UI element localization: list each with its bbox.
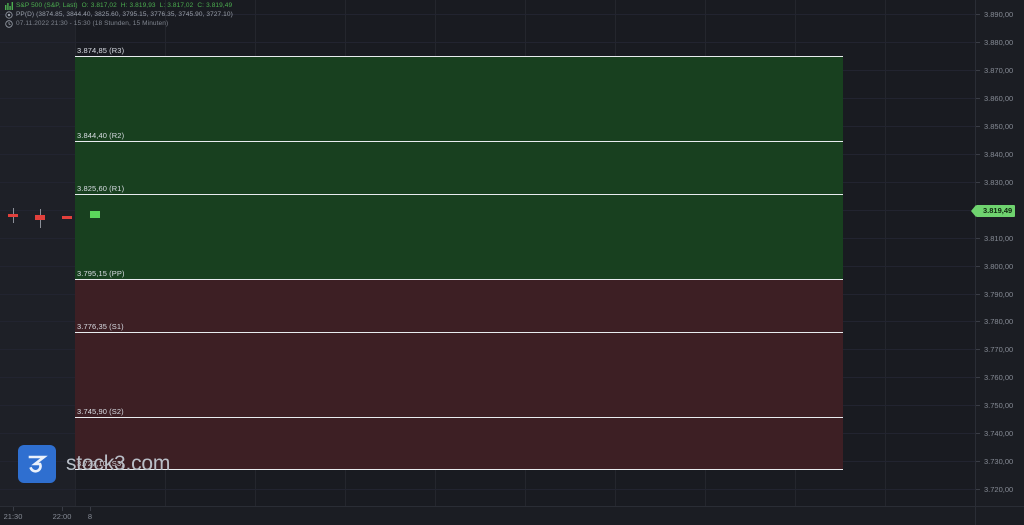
pivot-line-R1[interactable] bbox=[75, 194, 843, 195]
pivot-band-R1-PP bbox=[75, 194, 843, 280]
price-axis-label: 3.870,00 bbox=[984, 65, 1014, 75]
chart-legend: S&P 500 (S&P, Last) O: 3.817,02 H: 3.819… bbox=[4, 2, 233, 29]
legend-open-value: 3.817,02 bbox=[90, 2, 117, 9]
time-axis[interactable]: 21:30 22:00 8 bbox=[0, 506, 975, 525]
legend-indicator-label: PP(D) (3874.85, 3844.40, 3825.60, 3795.1… bbox=[16, 11, 233, 18]
pivot-line-PP[interactable] bbox=[75, 279, 843, 281]
time-axis-tick bbox=[90, 507, 91, 511]
price-axis-label: 3.740,00 bbox=[984, 429, 1014, 439]
price-axis-label: 3.840,00 bbox=[984, 149, 1014, 159]
clock-icon bbox=[4, 20, 13, 28]
price-axis[interactable]: 3.890,00 3.880,00 3.870,00 3.860,00 3.850,00… bbox=[970, 0, 1024, 525]
last-price-tag[interactable]: 3.819,49 bbox=[970, 205, 1016, 218]
candle-body bbox=[35, 214, 45, 221]
chart-plot-area[interactable]: 3.874,85 (R3) 3.844,40 (R2) 3.825,60 (R1) 3… bbox=[0, 0, 975, 506]
stock3-logo-icon bbox=[18, 445, 56, 483]
pivot-label-R1: 3.825,60 (R1) bbox=[77, 184, 125, 193]
legend-low-label: L: bbox=[159, 2, 166, 9]
price-axis-tick bbox=[976, 97, 980, 99]
price-axis-label: 3.780,00 bbox=[984, 317, 1014, 327]
price-axis-tick bbox=[976, 125, 980, 127]
pivot-line-R3[interactable] bbox=[75, 56, 843, 58]
time-axis-label: 8 bbox=[87, 512, 93, 521]
legend-close-value: 3.819,49 bbox=[206, 2, 233, 9]
pivot-band-S1-S2 bbox=[75, 331, 843, 417]
price-axis-tick bbox=[976, 293, 980, 295]
pivot-label-R2: 3.844,40 (R2) bbox=[77, 131, 125, 141]
price-axis-tick bbox=[976, 349, 980, 351]
pivot-label-R3: 3.874,85 (R3) bbox=[77, 46, 125, 56]
pivot-label-S3: 3.727,10 (S3) bbox=[77, 459, 124, 469]
pivot-band-R2-R1 bbox=[75, 141, 843, 194]
price-axis-label: 3.790,00 bbox=[984, 289, 1014, 299]
price-axis-label: 3.890,00 bbox=[984, 9, 1014, 19]
candle-body bbox=[90, 211, 100, 218]
price-axis-tick bbox=[976, 377, 980, 379]
pivot-line-R2[interactable] bbox=[75, 141, 843, 143]
stock3-watermark-text: stock3.com bbox=[66, 452, 171, 475]
price-axis-tick bbox=[976, 41, 980, 43]
pivot-label-PP: 3.795,15 (PP) bbox=[77, 269, 125, 279]
gridline-horizontal bbox=[0, 41, 975, 43]
legend-high-label: H: bbox=[120, 2, 128, 9]
time-axis-label: 22:00 bbox=[52, 512, 72, 521]
legend-row-timerange[interactable]: 07.11.2022 21:30 - 15:30 (18 Stunden, 15… bbox=[4, 20, 233, 28]
gridline-horizontal bbox=[0, 489, 975, 491]
price-axis-tick bbox=[976, 237, 980, 239]
pivot-label-S2: 3.745,90 (S2) bbox=[77, 406, 124, 416]
price-axis-label: 3.810,00 bbox=[984, 233, 1014, 243]
pivot-band-S2-S3 bbox=[75, 416, 843, 470]
price-axis-tick bbox=[976, 405, 980, 407]
legend-instrument-label: S&P 500 (S&P, Last) bbox=[16, 2, 78, 9]
legend-close-label: C: bbox=[197, 2, 205, 9]
legend-open-label: O: bbox=[81, 2, 89, 9]
price-axis-label: 3.730,00 bbox=[984, 457, 1014, 467]
axis-corner bbox=[975, 506, 1024, 525]
price-axis-label: 3.800,00 bbox=[984, 261, 1014, 271]
pivot-band-PP-S1 bbox=[75, 279, 843, 332]
target-icon bbox=[4, 11, 13, 19]
legend-timerange-label: 07.11.2022 21:30 - 15:30 (18 Stunden, 15… bbox=[16, 20, 169, 27]
price-axis-tick bbox=[976, 461, 980, 463]
bars-icon bbox=[4, 2, 13, 10]
pivot-line-S2[interactable] bbox=[75, 416, 843, 418]
price-axis-tick bbox=[976, 489, 980, 491]
price-axis-tick bbox=[976, 181, 980, 183]
price-axis-tick bbox=[976, 13, 980, 15]
legend-row-indicator[interactable]: PP(D) (3874.85, 3844.40, 3825.60, 3795.1… bbox=[4, 11, 233, 19]
candle-body bbox=[8, 213, 18, 217]
gridline-horizontal bbox=[0, 13, 975, 15]
price-axis-tick bbox=[976, 321, 980, 323]
price-axis-tick bbox=[976, 153, 980, 155]
price-axis-label: 3.880,00 bbox=[984, 37, 1014, 47]
pivot-label-S1: 3.776,35 (S1) bbox=[77, 321, 124, 331]
time-axis-label: 21:30 bbox=[3, 512, 23, 521]
pivot-line-S1[interactable] bbox=[75, 331, 843, 333]
price-axis-label: 3.850,00 bbox=[984, 121, 1014, 131]
legend-low-value: 3.817,02 bbox=[167, 2, 194, 9]
price-axis-tick bbox=[976, 69, 980, 71]
pivot-line-S3[interactable] bbox=[75, 469, 843, 471]
price-axis-label: 3.770,00 bbox=[984, 345, 1014, 355]
price-axis-label: 3.830,00 bbox=[984, 177, 1014, 187]
price-axis-tick bbox=[976, 265, 980, 267]
price-axis-tick bbox=[976, 433, 980, 435]
stock3-watermark: stock3.com bbox=[18, 445, 170, 483]
time-axis-tick bbox=[62, 507, 63, 511]
price-axis-label: 3.760,00 bbox=[984, 373, 1014, 383]
legend-row-instrument[interactable]: S&P 500 (S&P, Last) O: 3.817,02 H: 3.819… bbox=[4, 2, 233, 10]
candle-body bbox=[62, 216, 72, 220]
price-axis-label: 3.860,00 bbox=[984, 93, 1014, 103]
legend-high-value: 3.819,93 bbox=[129, 2, 156, 9]
price-axis-label: 3.750,00 bbox=[984, 401, 1014, 411]
price-axis-label: 3.720,00 bbox=[984, 485, 1014, 495]
gridline-vertical bbox=[885, 0, 886, 506]
time-axis-tick bbox=[13, 507, 14, 511]
pivot-band-R3-R2 bbox=[75, 56, 843, 142]
pre-session-panel bbox=[0, 0, 75, 506]
